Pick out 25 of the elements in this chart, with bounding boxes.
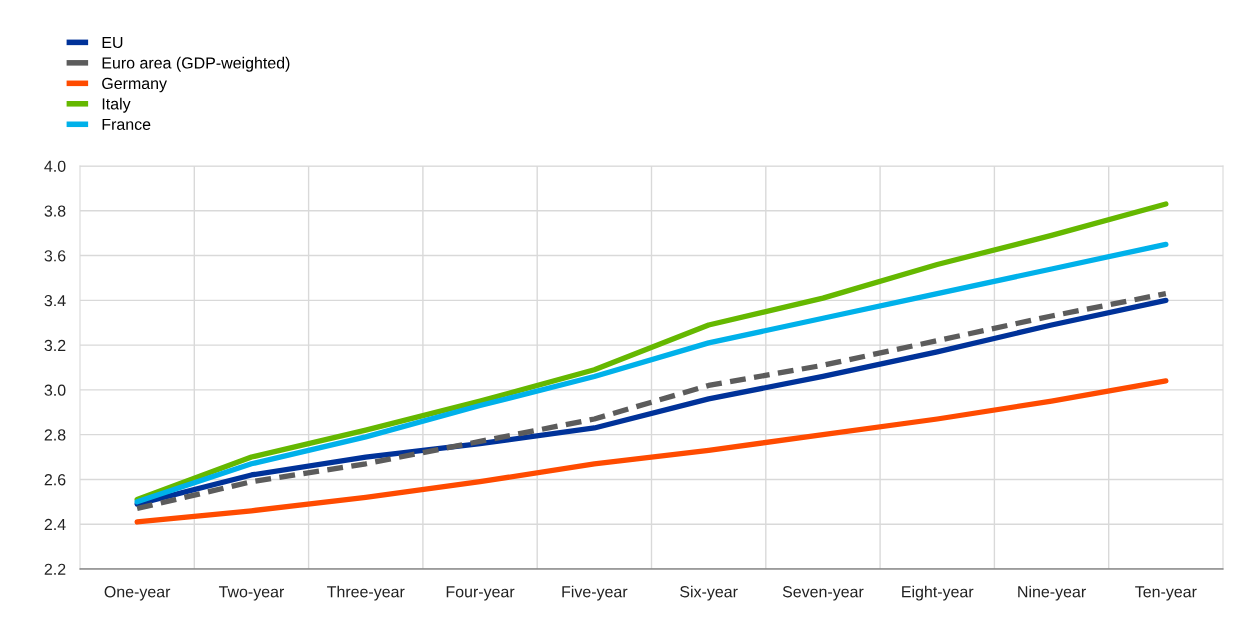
y-tick-label: 4.0: [44, 160, 66, 172]
x-tick-label: Six-year: [680, 585, 738, 601]
legend-label: Germany: [102, 77, 167, 93]
x-tick-label: Eight-year: [902, 585, 974, 601]
legend-label: Italy: [102, 97, 131, 113]
x-tick-label: Five-year: [562, 585, 628, 601]
y-tick-label: 2.2: [44, 563, 66, 575]
x-tick-label: Four-year: [446, 586, 515, 601]
y-tick-label: 3.2: [44, 339, 66, 352]
x-tick-label: Ten-year: [1135, 586, 1197, 601]
y-tick-label: 3.0: [44, 384, 66, 396]
y-tick-label: 2.6: [44, 474, 66, 486]
x-tick-label: Three-year: [327, 585, 405, 601]
legend-label: EU: [102, 36, 123, 49]
legend-label: France: [102, 118, 151, 131]
y-tick-label: 2.8: [44, 429, 66, 441]
x-tick-label: Nine-year: [1018, 585, 1086, 601]
x-tick-label: Seven-year: [782, 586, 864, 601]
y-tick-label: 2.4: [44, 518, 66, 531]
legend-label: Euro area (GDP-weighted): [102, 56, 290, 72]
y-tick-label: 3.8: [44, 205, 66, 217]
x-tick-label: One-year: [104, 586, 171, 601]
y-tick-label: 3.4: [44, 294, 66, 307]
x-tick-label: Two-year: [218, 586, 285, 601]
y-tick-label: 3.6: [44, 250, 66, 262]
